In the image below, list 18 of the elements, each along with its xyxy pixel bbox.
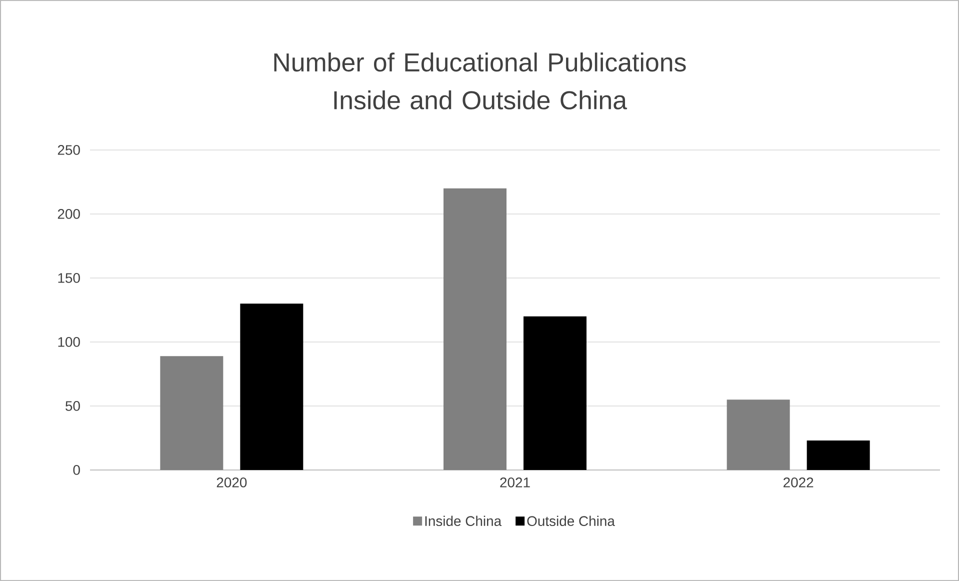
y-tick-label: 250	[58, 145, 80, 155]
x-tick-label: 2022	[784, 477, 814, 488]
bar	[524, 316, 587, 470]
bar	[806, 440, 870, 470]
bar	[726, 400, 790, 470]
legend-label: Inside China	[425, 516, 502, 526]
legend-label: Outside China	[527, 516, 615, 526]
chart-title: Number of Educational Publications Inside and Outside China	[274, 52, 686, 110]
y-tick-label: 0	[73, 465, 80, 475]
x-tick-label: 2020	[216, 477, 247, 488]
bar	[240, 304, 304, 470]
y-tick-label: 200	[58, 209, 80, 219]
y-tick-label: 150	[58, 273, 80, 283]
y-tick-label: 100	[58, 337, 80, 347]
bar	[444, 188, 507, 470]
y-tick-label: 50	[66, 401, 80, 411]
x-tick-label: 2021	[500, 477, 530, 488]
bar	[160, 356, 224, 470]
